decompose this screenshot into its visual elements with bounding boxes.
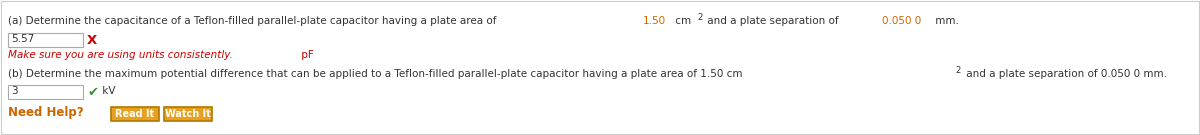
Text: 1.50: 1.50 (642, 16, 666, 26)
Text: and a plate separation of: and a plate separation of (704, 16, 841, 26)
Text: (a) Determine the capacitance of a Teflon-filled parallel-plate capacitor having: (a) Determine the capacitance of a Teflo… (8, 16, 499, 26)
Text: 2: 2 (697, 13, 702, 22)
Text: 2: 2 (955, 66, 961, 75)
Text: Watch It: Watch It (164, 109, 211, 119)
Text: Read It: Read It (115, 109, 155, 119)
FancyBboxPatch shape (8, 33, 83, 47)
Text: cm: cm (672, 16, 691, 26)
Text: (b) Determine the maximum potential difference that can be applied to a Teflon-f: (b) Determine the maximum potential diff… (8, 69, 743, 79)
Text: kV: kV (98, 86, 115, 96)
Text: pF: pF (298, 50, 314, 60)
Text: X: X (88, 34, 97, 47)
Text: and a plate separation of 0.050 0 mm.: and a plate separation of 0.050 0 mm. (962, 69, 1166, 79)
Text: Need Help?: Need Help? (8, 106, 84, 119)
FancyBboxPatch shape (163, 107, 211, 121)
Text: ✔: ✔ (88, 86, 98, 99)
FancyBboxPatch shape (8, 85, 83, 99)
Text: 0.050 0: 0.050 0 (882, 16, 920, 26)
Text: mm.: mm. (932, 16, 959, 26)
Text: 5.57: 5.57 (11, 34, 35, 44)
FancyBboxPatch shape (110, 107, 158, 121)
Text: 3: 3 (11, 86, 18, 96)
Text: Make sure you are using units consistently.: Make sure you are using units consistent… (8, 50, 233, 60)
